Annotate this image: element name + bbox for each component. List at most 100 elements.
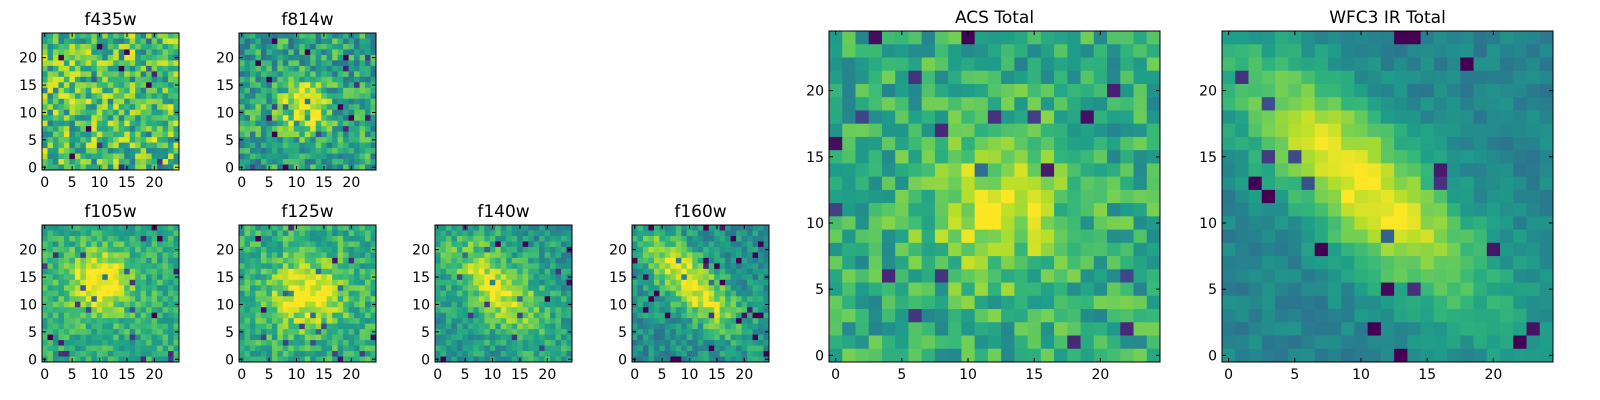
heatmap-cell — [714, 334, 721, 341]
heatmap-cell — [102, 279, 109, 286]
heatmap-cell — [664, 235, 671, 242]
heatmap-cell — [895, 163, 909, 178]
heatmap-cell — [456, 345, 463, 352]
heatmap-cell — [686, 318, 693, 325]
heatmap-cell — [113, 43, 120, 50]
heatmap-cell — [681, 268, 688, 275]
heatmap-cell — [140, 356, 147, 363]
heatmap-cell — [719, 241, 726, 248]
heatmap-cell — [855, 110, 870, 125]
heatmap-cell — [1040, 295, 1055, 310]
heatmap-cell — [162, 268, 169, 275]
heatmap-cell — [47, 263, 54, 270]
heatmap-cell — [1486, 70, 1501, 85]
heatmap-cell — [173, 257, 180, 264]
heatmap-cell — [855, 335, 870, 350]
heatmap-cell — [146, 340, 152, 346]
heatmap-cell — [157, 230, 163, 237]
heatmap-cell — [456, 230, 463, 237]
heatmap-cell — [868, 269, 883, 283]
heatmap-cell — [1001, 97, 1015, 111]
heatmap-cell — [855, 189, 870, 204]
heatmap-cell — [539, 257, 545, 264]
heatmap-cell — [1526, 123, 1541, 138]
heatmap-cell — [1420, 83, 1435, 98]
heatmap-cell — [140, 54, 147, 61]
heatmap-cell — [354, 164, 360, 171]
heatmap-cell — [315, 104, 322, 111]
heatmap-cell — [642, 285, 649, 292]
heatmap-cell — [47, 241, 54, 248]
heatmap-cell — [855, 31, 870, 45]
heatmap-cell — [140, 93, 147, 100]
heatmap-cell — [829, 163, 843, 178]
heatmap-cell — [1500, 31, 1514, 45]
heatmap-cell — [365, 98, 371, 105]
heatmap-cell — [337, 76, 344, 83]
heatmap-cell — [255, 159, 262, 165]
heatmap-cell — [310, 268, 317, 275]
heatmap-cell — [146, 345, 152, 352]
heatmap-cell — [495, 290, 502, 297]
heatmap-cell — [517, 334, 524, 341]
heatmap-cell — [69, 115, 76, 122]
heatmap-cell — [157, 241, 163, 248]
heatmap-cell — [288, 109, 295, 116]
heatmap-cell — [293, 340, 300, 346]
heatmap-cell — [63, 38, 70, 45]
heatmap-cell — [1327, 31, 1342, 45]
heatmap-cell — [632, 307, 638, 314]
heatmap-cell — [337, 235, 344, 242]
heatmap-cell — [500, 246, 507, 253]
heatmap-cell — [1380, 150, 1395, 164]
heatmap-cell — [948, 282, 962, 297]
heatmap-cell — [681, 351, 688, 357]
heatmap-cell — [151, 246, 158, 253]
heatmap-cell — [881, 242, 896, 257]
heatmap-cell — [500, 274, 507, 281]
heatmap-cell — [277, 323, 284, 330]
heatmap-cell — [271, 153, 278, 160]
heatmap-cell — [539, 307, 545, 314]
heatmap-cell — [908, 97, 923, 111]
heatmap-cell — [961, 123, 976, 138]
heatmap-cell — [124, 65, 131, 72]
heatmap-cell — [271, 307, 278, 314]
heatmap-cell — [467, 225, 474, 231]
heatmap-cell — [1235, 83, 1249, 98]
heatmap-cell — [370, 230, 377, 237]
heatmap-cell — [249, 159, 256, 165]
heatmap-cell — [1274, 203, 1289, 217]
heatmap-cell — [168, 71, 174, 78]
heatmap-cell — [365, 137, 371, 143]
heatmap-cell — [1526, 57, 1541, 72]
heatmap-cell — [135, 93, 142, 100]
heatmap-cell — [80, 142, 87, 149]
heatmap-cell — [162, 351, 169, 357]
heatmap-cell — [517, 246, 524, 253]
heatmap-cell — [168, 329, 174, 335]
heatmap-cell — [719, 257, 726, 264]
heatmap-cell — [42, 65, 48, 72]
heatmap-cell — [299, 38, 306, 45]
heatmap-cell — [244, 246, 251, 253]
heatmap-cell — [495, 274, 502, 281]
heatmap-cell — [85, 268, 92, 275]
heatmap-cell — [102, 246, 109, 253]
heatmap-cell — [1093, 97, 1108, 111]
heatmap-cell — [1067, 216, 1081, 230]
heatmap-cell — [52, 334, 59, 341]
heatmap-cell — [763, 241, 770, 248]
heatmap-cell — [467, 230, 474, 237]
heatmap-cell — [135, 263, 142, 270]
heatmap-cell — [42, 104, 48, 111]
heatmap-cell — [829, 57, 843, 72]
heatmap-cell — [1120, 335, 1134, 350]
heatmap-cell — [260, 345, 267, 352]
heatmap-cell — [1146, 335, 1161, 350]
heatmap-cell — [74, 252, 81, 259]
heatmap-cell — [85, 159, 92, 165]
heatmap-cell — [659, 351, 666, 357]
heatmap-cell — [648, 225, 655, 231]
heatmap-cell — [244, 290, 251, 297]
